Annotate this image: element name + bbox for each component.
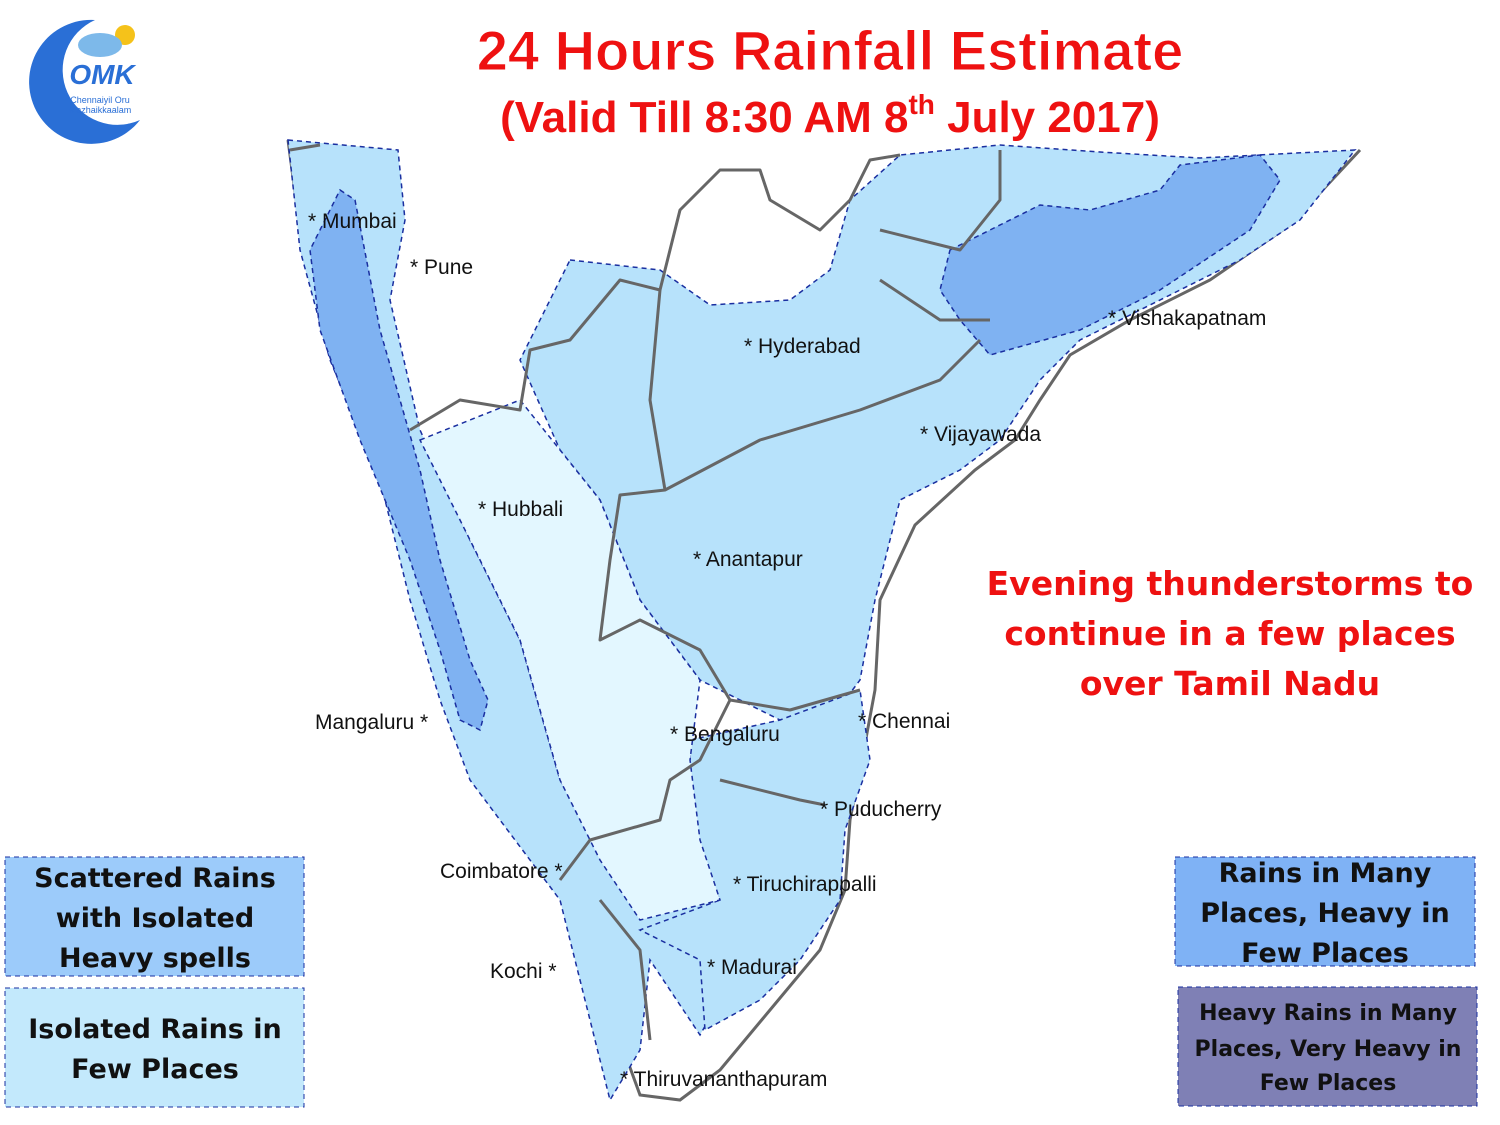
city-label: * Chennai bbox=[858, 710, 950, 733]
scattered-rain-zone-coast bbox=[309, 188, 489, 732]
subtitle-text: (Valid Till 8:30 AM 8 bbox=[500, 93, 908, 142]
city-label: * Vishakapatnam bbox=[1108, 307, 1266, 330]
logo-tagline: Mazhaikkaalam bbox=[69, 105, 132, 115]
legend-swatch bbox=[1177, 986, 1478, 1107]
legend: Scattered Rains with Isolated Heavy spel… bbox=[4, 856, 1478, 1108]
legend-text: Heavy spells bbox=[59, 943, 251, 974]
city-label: * Anantapur bbox=[693, 548, 803, 571]
state-border bbox=[558, 289, 732, 881]
legend-swatch bbox=[1174, 856, 1476, 967]
city-label: * Puducherry bbox=[820, 798, 942, 821]
state-border bbox=[289, 143, 901, 432]
note-line: Evening thunderstorms to bbox=[987, 564, 1474, 603]
logo-cloud bbox=[78, 33, 122, 57]
city-label: * Pune bbox=[410, 256, 473, 279]
legend-text: with Isolated bbox=[56, 903, 254, 934]
logo-text: OMK bbox=[69, 59, 136, 90]
legend-text: Few Places bbox=[1260, 1071, 1397, 1096]
legend-text: Scattered Rains bbox=[34, 863, 276, 894]
city-label: * Tiruchirappalli bbox=[733, 873, 877, 896]
city-label: * Bengaluru bbox=[670, 723, 780, 746]
scattered-rain-zone-ap bbox=[939, 154, 1281, 356]
subtitle: (Valid Till 8:30 AM 8th July 2017) bbox=[500, 89, 1160, 142]
city-label: Mangaluru * bbox=[315, 711, 428, 734]
legend-text: Places, Very Heavy in bbox=[1195, 1037, 1462, 1062]
subtitle-text: July 2017) bbox=[935, 93, 1160, 142]
legend-text: Rains in Many bbox=[1219, 858, 1432, 889]
city-label: * Hyderabad bbox=[744, 335, 861, 358]
isolated-rain-zone-tn bbox=[638, 688, 871, 1032]
logo: OMK Chennaiyil Oru Mazhaikkaalam bbox=[29, 19, 141, 144]
city-label: * Mumbai bbox=[308, 210, 397, 233]
legend-swatch bbox=[4, 987, 305, 1108]
state-border bbox=[664, 150, 1002, 492]
legend-text: Few Places bbox=[1241, 938, 1409, 969]
legend-text: Few Places bbox=[71, 1054, 239, 1085]
note-line: over Tamil Nadu bbox=[1080, 664, 1380, 703]
city-label: Coimbatore * bbox=[440, 860, 563, 883]
state-border bbox=[598, 688, 861, 1041]
legend-swatch bbox=[4, 856, 305, 977]
city-labels: * Mumbai * Pune * Hyderabad * Vishakapatnam… bbox=[308, 210, 1266, 1091]
city-label: * Vijayawada bbox=[920, 423, 1041, 446]
legend-text: Isolated Rains in bbox=[28, 1014, 282, 1045]
note-line: continue in a few places bbox=[1004, 614, 1455, 653]
city-label: * Madurai bbox=[707, 956, 797, 979]
city-label: * Hubbali bbox=[478, 498, 563, 521]
title: 24 Hours Rainfall Estimate bbox=[477, 19, 1183, 82]
pale-interior bbox=[418, 399, 721, 921]
logo-moon bbox=[29, 19, 141, 144]
legend-text: Heavy Rains in Many bbox=[1199, 1001, 1457, 1026]
city-label: * Thiruvananthapuram bbox=[620, 1068, 827, 1091]
legend-text: Places, Heavy in bbox=[1200, 898, 1450, 929]
logo-tagline: Chennaiyil Oru bbox=[70, 95, 130, 105]
city-label: Kochi * bbox=[490, 960, 557, 983]
logo-sun bbox=[115, 25, 135, 45]
subtitle-sup: th bbox=[908, 89, 934, 120]
